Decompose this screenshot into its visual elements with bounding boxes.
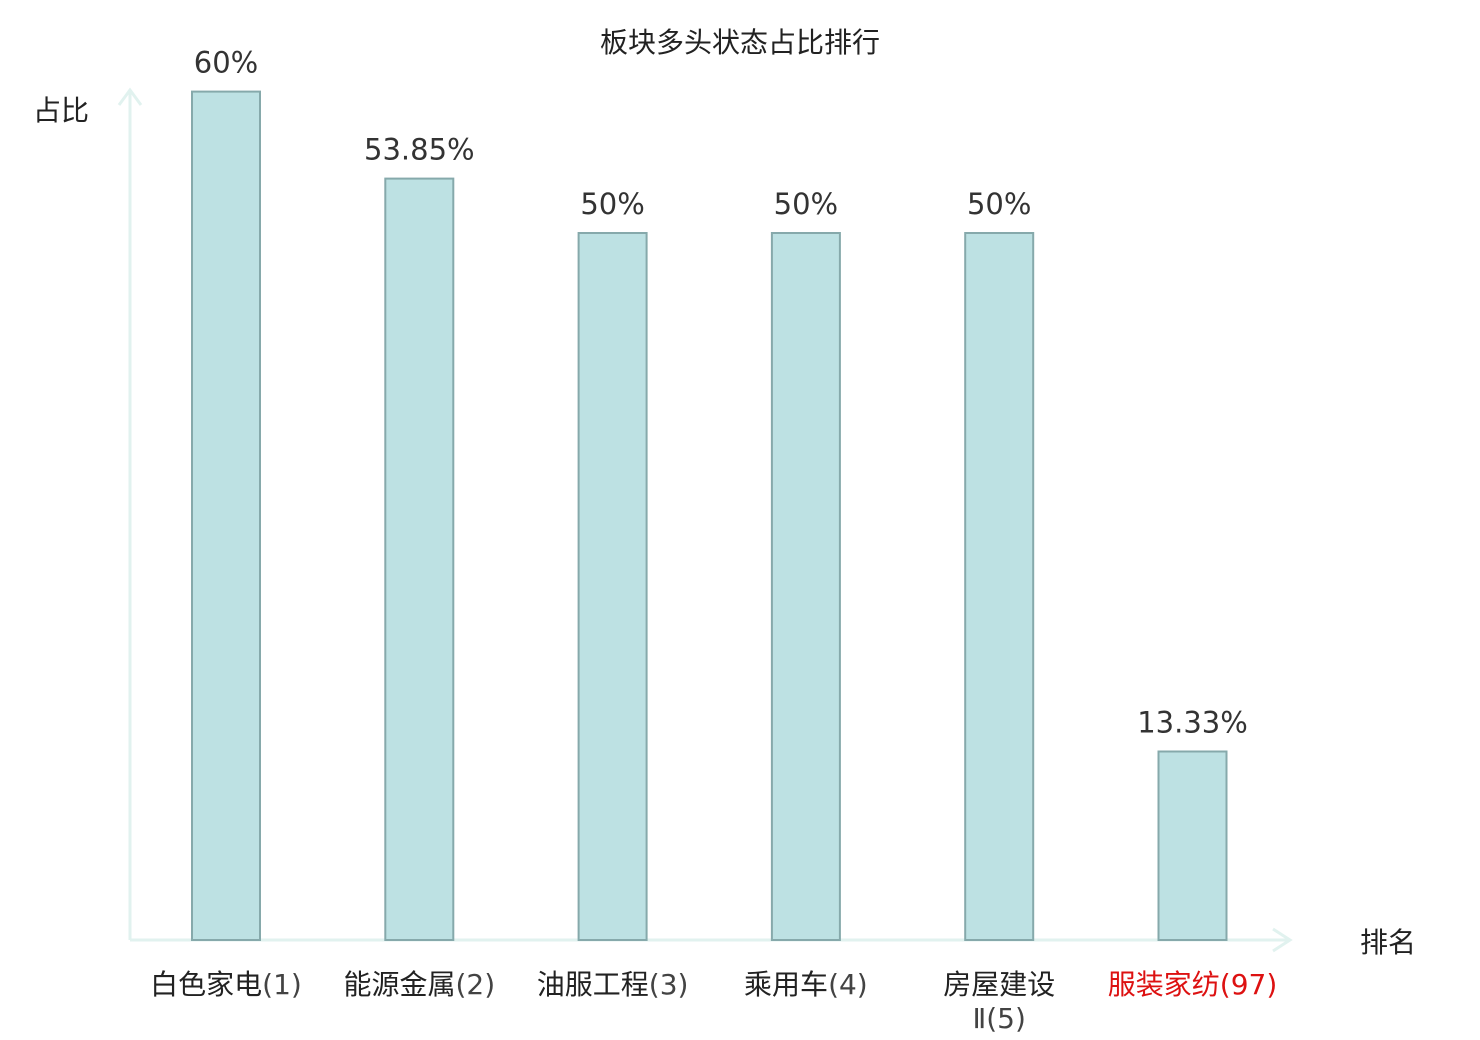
x-axis-arrow (1272, 927, 1293, 953)
category-rank: (97) (1220, 968, 1277, 1001)
category-rank: (3) (649, 968, 689, 1001)
value-label-3: 50% (580, 187, 644, 221)
category-rank: Ⅱ(5) (972, 1002, 1025, 1035)
category-label-1: 白色家电(1) (150, 968, 302, 1001)
category-name: 乘用车 (744, 968, 828, 1001)
value-label-2: 53.85% (364, 133, 475, 167)
category-rank: (2) (455, 968, 495, 1001)
category-label-5: 房屋建设 Ⅱ(5) (943, 968, 1055, 1035)
bars-group (191, 90, 1228, 942)
category-name: 服装家纺 (1108, 968, 1220, 1001)
value-label-6: 13.33% (1137, 706, 1248, 740)
category-name: 房屋建设 (943, 968, 1055, 1001)
category-name: 白色家电 (150, 968, 262, 1001)
bar-6 (1157, 750, 1228, 941)
x-axis (130, 927, 1293, 953)
category-label-6: 服装家纺(97) (1108, 968, 1278, 1001)
bar-1 (191, 90, 261, 942)
y-axis-arrow (117, 87, 143, 106)
category-name: 能源金属 (343, 968, 455, 1001)
category-label-4: 乘用车(4) (744, 968, 868, 1001)
bar-5 (964, 232, 1035, 941)
chart-title: 板块多头状态占比排行 (600, 26, 880, 59)
category-name: 油服工程 (537, 968, 649, 1001)
y-axis (117, 87, 143, 940)
category-rank: (4) (828, 968, 868, 1001)
value-label-5: 50% (967, 187, 1031, 221)
value-label-1: 60% (194, 46, 258, 80)
bar-3 (577, 232, 648, 941)
category-rank: (1) (262, 968, 302, 1001)
bar-2 (384, 177, 455, 942)
category-labels-group: 白色家电(1) 能源金属(2) 油服工程(3) 乘用车(4) 房屋建设 Ⅱ(5)服装家纺(… (150, 968, 1277, 1035)
value-labels-group: 60% 53.85% 50% 50% 50% 13.33% (194, 46, 1248, 740)
y-axis-label: 占比 (33, 94, 89, 127)
category-label-2: 能源金属(2) (343, 968, 495, 1001)
bar-4 (770, 232, 841, 941)
value-label-4: 50% (774, 187, 838, 221)
x-axis-label: 排名 (1360, 926, 1416, 959)
category-label-3: 油服工程(3) (537, 968, 689, 1001)
